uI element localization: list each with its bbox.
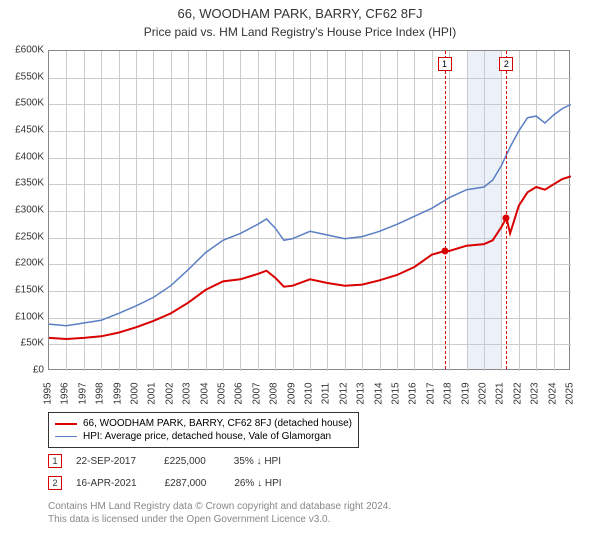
- plot-area: 12: [48, 50, 570, 370]
- x-tick-label: 2021: [495, 382, 506, 404]
- y-tick-label: £450K: [4, 125, 44, 136]
- x-tick-label: 2006: [234, 382, 245, 404]
- annotation-1-date: 22-SEP-2017: [76, 456, 136, 467]
- legend-item: HPI: Average price, detached house, Vale…: [55, 430, 352, 443]
- marker-dot-1: [441, 248, 448, 255]
- marker-badge-2: 2: [499, 57, 513, 71]
- x-tick-label: 1997: [77, 382, 88, 404]
- x-tick-label: 2007: [251, 382, 262, 404]
- x-tick-label: 2023: [530, 382, 541, 404]
- x-tick-label: 2002: [164, 382, 175, 404]
- annotation-2-date: 16-APR-2021: [76, 478, 137, 489]
- y-tick-label: £150K: [4, 285, 44, 296]
- annotation-2-delta: 26% ↓ HPI: [234, 478, 281, 489]
- y-tick-label: £350K: [4, 178, 44, 189]
- y-tick-label: £550K: [4, 71, 44, 82]
- x-tick-label: 2001: [147, 382, 158, 404]
- marker-badge-1: 1: [438, 57, 452, 71]
- marker-dot-2: [503, 214, 510, 221]
- x-tick-label: 2000: [130, 382, 141, 404]
- x-tick-label: 2017: [425, 382, 436, 404]
- y-tick-label: £400K: [4, 151, 44, 162]
- chart-title: 66, WOODHAM PARK, BARRY, CF62 8FJ: [0, 0, 600, 21]
- x-tick-label: 2024: [547, 382, 558, 404]
- footer-line-2: This data is licensed under the Open Gov…: [48, 513, 391, 526]
- x-tick-label: 1999: [112, 382, 123, 404]
- annotation-1-badge: 1: [48, 454, 62, 468]
- x-tick-label: 2008: [269, 382, 280, 404]
- x-tick-label: 1998: [95, 382, 106, 404]
- annotation-2-price: £287,000: [165, 478, 207, 489]
- y-tick-label: £100K: [4, 311, 44, 322]
- legend-swatch: [55, 423, 77, 425]
- y-tick-label: £250K: [4, 231, 44, 242]
- x-tick-label: 2004: [199, 382, 210, 404]
- legend-box: 66, WOODHAM PARK, BARRY, CF62 8FJ (detac…: [48, 412, 359, 448]
- series-line-hpi: [49, 104, 571, 325]
- x-tick-label: 2011: [321, 383, 332, 405]
- legend-label: HPI: Average price, detached house, Vale…: [83, 431, 331, 442]
- line-svg: [49, 51, 571, 371]
- x-tick-label: 2013: [356, 382, 367, 404]
- chart-subtitle: Price paid vs. HM Land Registry's House …: [0, 21, 600, 45]
- annotation-1-delta: 35% ↓ HPI: [234, 456, 281, 467]
- legend-label: 66, WOODHAM PARK, BARRY, CF62 8FJ (detac…: [83, 418, 352, 429]
- marker-dashline-1: [445, 51, 446, 369]
- legend-swatch: [55, 436, 77, 438]
- series-line-sale_price: [49, 176, 571, 339]
- y-tick-label: £600K: [4, 45, 44, 56]
- x-tick-label: 2016: [408, 382, 419, 404]
- x-tick-label: 2018: [443, 382, 454, 404]
- y-tick-label: £300K: [4, 205, 44, 216]
- footer-text: Contains HM Land Registry data © Crown c…: [48, 500, 391, 526]
- x-tick-label: 2005: [217, 382, 228, 404]
- x-tick-label: 2009: [286, 382, 297, 404]
- y-tick-label: £50K: [4, 338, 44, 349]
- annotation-row-1: 1 22-SEP-2017 £225,000 35% ↓ HPI: [48, 454, 309, 468]
- x-tick-label: 2012: [338, 382, 349, 404]
- y-tick-label: £0: [4, 365, 44, 376]
- legend-item: 66, WOODHAM PARK, BARRY, CF62 8FJ (detac…: [55, 417, 352, 430]
- chart-container: 66, WOODHAM PARK, BARRY, CF62 8FJ Price …: [0, 0, 600, 560]
- y-tick-label: £200K: [4, 258, 44, 269]
- footer-line-1: Contains HM Land Registry data © Crown c…: [48, 500, 391, 513]
- annotation-row-2: 2 16-APR-2021 £287,000 26% ↓ HPI: [48, 476, 310, 490]
- annotation-1-price: £225,000: [164, 456, 206, 467]
- y-tick-label: £500K: [4, 98, 44, 109]
- marker-dashline-2: [506, 51, 507, 369]
- x-tick-label: 2015: [391, 382, 402, 404]
- x-tick-label: 2025: [565, 382, 576, 404]
- x-tick-label: 1996: [60, 382, 71, 404]
- annotation-2-badge: 2: [48, 476, 62, 490]
- x-tick-label: 2014: [373, 382, 384, 404]
- x-tick-label: 2022: [512, 382, 523, 404]
- x-tick-label: 2020: [478, 382, 489, 404]
- x-tick-label: 1995: [43, 382, 54, 404]
- x-tick-label: 2010: [304, 382, 315, 404]
- x-tick-label: 2019: [460, 382, 471, 404]
- x-tick-label: 2003: [182, 382, 193, 404]
